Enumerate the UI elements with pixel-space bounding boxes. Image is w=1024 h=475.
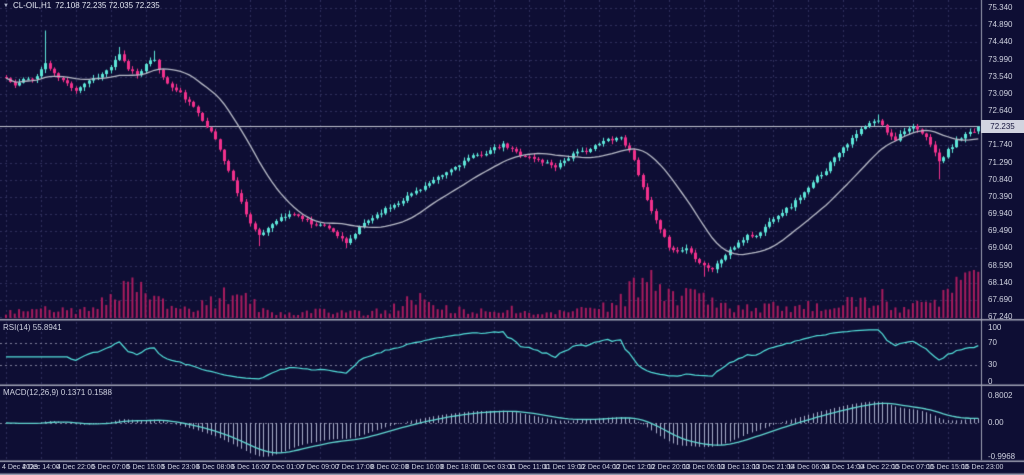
macd-indicator-label: MACD(12,26,9) 0.1371 0.1588: [3, 388, 112, 397]
symbol-timeframe-label: CL-OIL,H1: [12, 1, 52, 10]
current-price-box: 72.235: [981, 120, 1024, 133]
chart-title: ▼ CL-OIL,H1 72.108 72.235 72.035 72.235: [3, 1, 160, 10]
ohlc-values: 72.108 72.235 72.035 72.235: [55, 1, 160, 10]
symbol-dropdown-icon[interactable]: ▼: [3, 2, 9, 9]
rsi-indicator-label: RSI(14) 55.8941: [3, 323, 62, 332]
